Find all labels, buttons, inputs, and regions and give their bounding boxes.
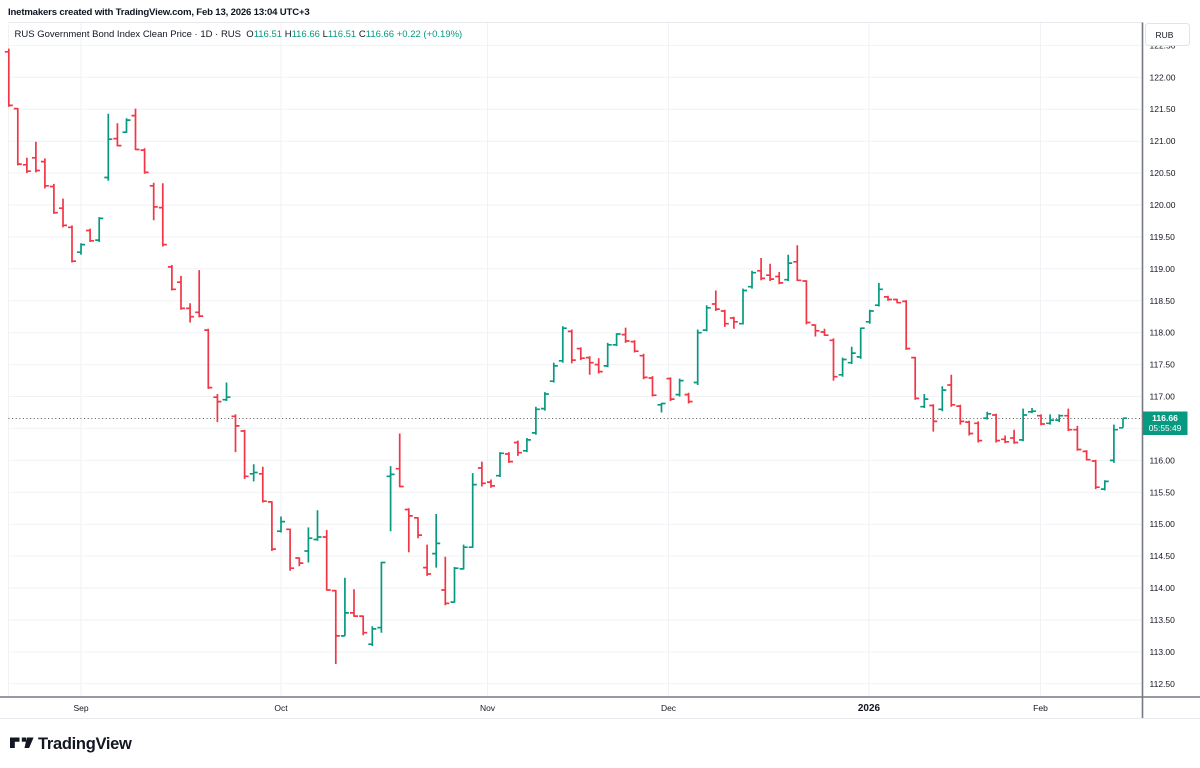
svg-text:Inetmakers created with Tradin: Inetmakers created with TradingView.com,… — [8, 7, 310, 18]
svg-text:113.50: 113.50 — [1150, 615, 1176, 625]
svg-text:114.50: 114.50 — [1150, 551, 1176, 561]
svg-text:120.50: 120.50 — [1150, 168, 1176, 178]
svg-text:TradingView: TradingView — [38, 735, 132, 753]
svg-text:121.50: 121.50 — [1150, 104, 1176, 114]
svg-text:Feb: Feb — [1033, 703, 1048, 713]
svg-text:Dec: Dec — [661, 703, 677, 713]
svg-text:115.50: 115.50 — [1150, 487, 1176, 497]
svg-text:RUB: RUB — [1156, 30, 1174, 40]
svg-text:120.00: 120.00 — [1150, 200, 1176, 210]
svg-text:121.00: 121.00 — [1150, 136, 1176, 146]
svg-text:Nov: Nov — [480, 703, 496, 713]
svg-text:05:55:49: 05:55:49 — [1149, 423, 1182, 433]
svg-text:116.00: 116.00 — [1150, 455, 1176, 465]
svg-text:2026: 2026 — [858, 703, 881, 714]
svg-text:117.50: 117.50 — [1150, 360, 1176, 370]
svg-text:122.00: 122.00 — [1150, 72, 1176, 82]
svg-text:118.00: 118.00 — [1150, 328, 1176, 338]
svg-text:113.00: 113.00 — [1150, 647, 1176, 657]
svg-text:112.50: 112.50 — [1150, 679, 1176, 689]
svg-text:119.00: 119.00 — [1150, 264, 1176, 274]
svg-text:Sep: Sep — [73, 703, 88, 713]
svg-text:115.00: 115.00 — [1150, 519, 1176, 529]
svg-text:117.00: 117.00 — [1150, 392, 1176, 402]
svg-text:114.00: 114.00 — [1150, 583, 1176, 593]
svg-text:116.66: 116.66 — [1152, 413, 1178, 423]
svg-text:118.50: 118.50 — [1150, 296, 1176, 306]
svg-text:119.50: 119.50 — [1150, 232, 1176, 242]
svg-text:Oct: Oct — [274, 703, 288, 713]
svg-text:RUS Government Bond Index Clea: RUS Government Bond Index Clean Price · … — [15, 29, 463, 40]
